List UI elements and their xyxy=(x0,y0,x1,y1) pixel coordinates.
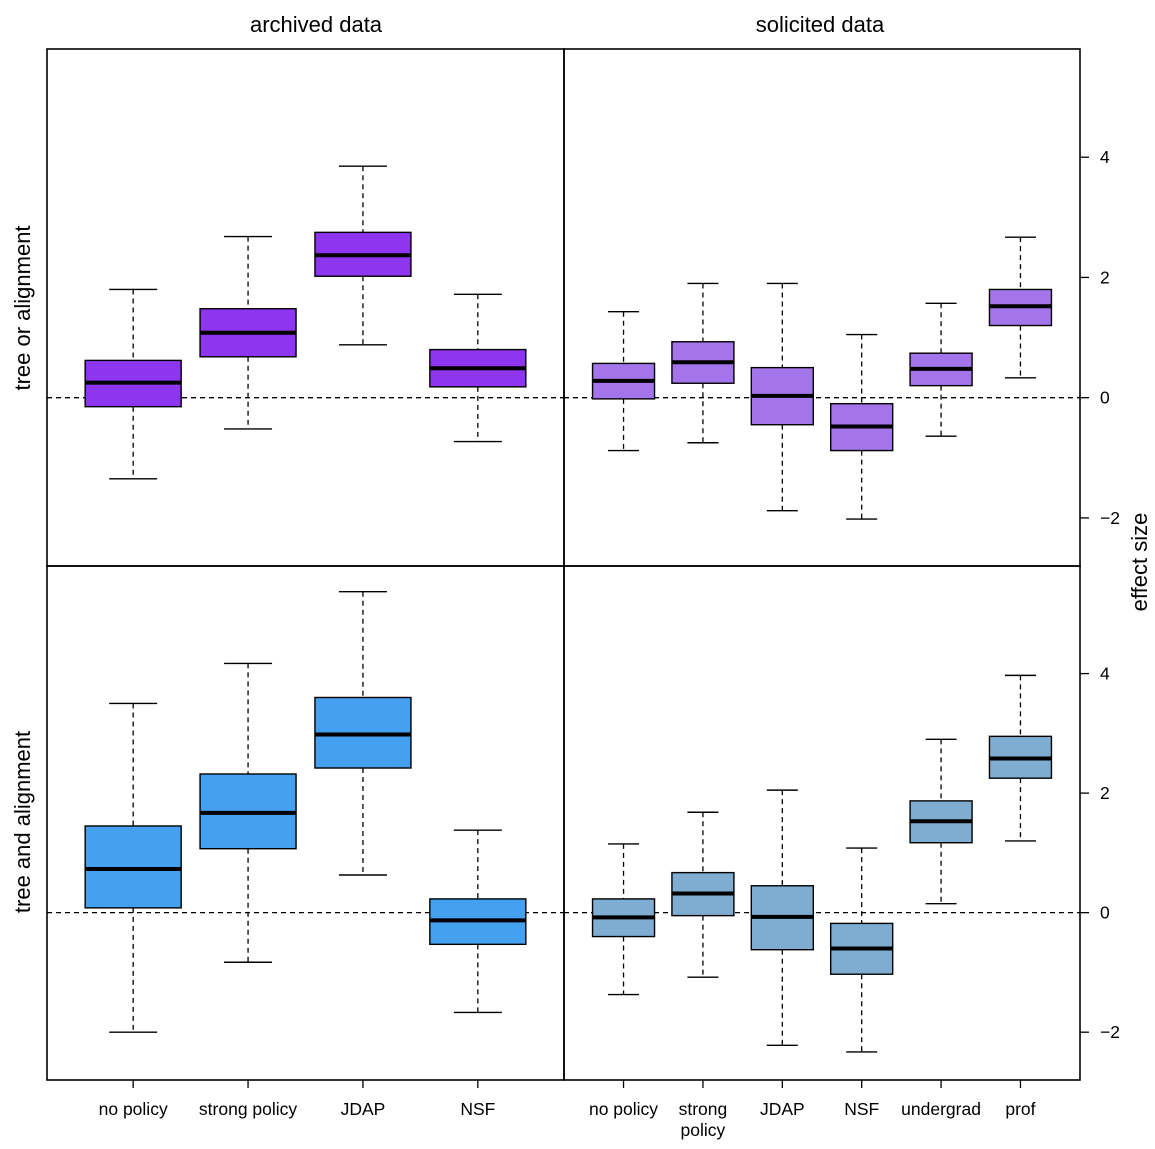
box-jdap xyxy=(314,165,412,346)
x-tick-label: undergrad xyxy=(901,1099,981,1119)
x-tick-label: JDAP xyxy=(341,1099,386,1119)
x-tick-label: prof xyxy=(1005,1099,1035,1119)
box-strong-policy: strong policy xyxy=(199,662,297,1119)
box-prof: prof xyxy=(988,674,1053,1119)
box-nsf xyxy=(429,293,527,443)
row-title-tree-and-alignment: tree and alignment xyxy=(10,731,35,913)
y-tick-label: 0 xyxy=(1100,903,1110,923)
y-tick-label: 4 xyxy=(1100,147,1110,167)
x-tick-label: JDAP xyxy=(760,1099,805,1119)
y-tick-label: 4 xyxy=(1100,664,1110,684)
column-title-solicited: solicited data xyxy=(756,12,885,37)
box-prof xyxy=(988,236,1053,379)
box-undergrad: undergrad xyxy=(901,738,981,1119)
panel-r0-c0 xyxy=(46,48,565,567)
y-tick-label: 2 xyxy=(1100,783,1110,803)
panel-frame xyxy=(46,48,565,567)
row-title-tree-or-alignment: tree or alignment xyxy=(10,225,35,390)
panel-frame xyxy=(46,565,565,1081)
box-no-policy: no policy xyxy=(84,702,182,1119)
box-strong-policy xyxy=(199,235,297,430)
panel-r0-c1: −2 0 2 4 xyxy=(563,48,1120,567)
x-tick-label: NSF xyxy=(460,1099,495,1119)
x-tick-label: policy xyxy=(681,1120,726,1140)
x-tick-label: strong xyxy=(679,1099,728,1119)
x-tick-label: strong policy xyxy=(199,1099,297,1119)
box-jdap: JDAP xyxy=(750,789,815,1119)
box-no-policy: no policy xyxy=(589,843,658,1119)
box-no-policy xyxy=(591,311,656,452)
iqr-box xyxy=(84,825,182,909)
column-title-archived: archived data xyxy=(250,12,383,37)
y-tick-label: 2 xyxy=(1100,267,1110,287)
box-strong-policy xyxy=(671,282,735,444)
y-tick-label: −2 xyxy=(1100,1022,1120,1042)
x-tick-label: no policy xyxy=(589,1099,658,1119)
x-tick-label: NSF xyxy=(844,1099,879,1119)
panel-r1-c0: no policy strong policy JDAP NSF xyxy=(46,565,565,1119)
box-no-policy xyxy=(84,288,182,480)
box-jdap: JDAP xyxy=(314,591,412,1119)
box-nsf xyxy=(829,333,894,520)
box-undergrad xyxy=(909,302,973,437)
x-tick-label: no policy xyxy=(99,1099,168,1119)
box-nsf: NSF xyxy=(429,829,527,1119)
box-nsf: NSF xyxy=(829,847,894,1119)
y-tick-label: 0 xyxy=(1100,388,1110,408)
y-tick-label: −2 xyxy=(1100,508,1120,528)
y-axis-label: effect size xyxy=(1127,513,1152,612)
panel-frame xyxy=(563,565,1081,1081)
box-jdap xyxy=(750,282,815,512)
